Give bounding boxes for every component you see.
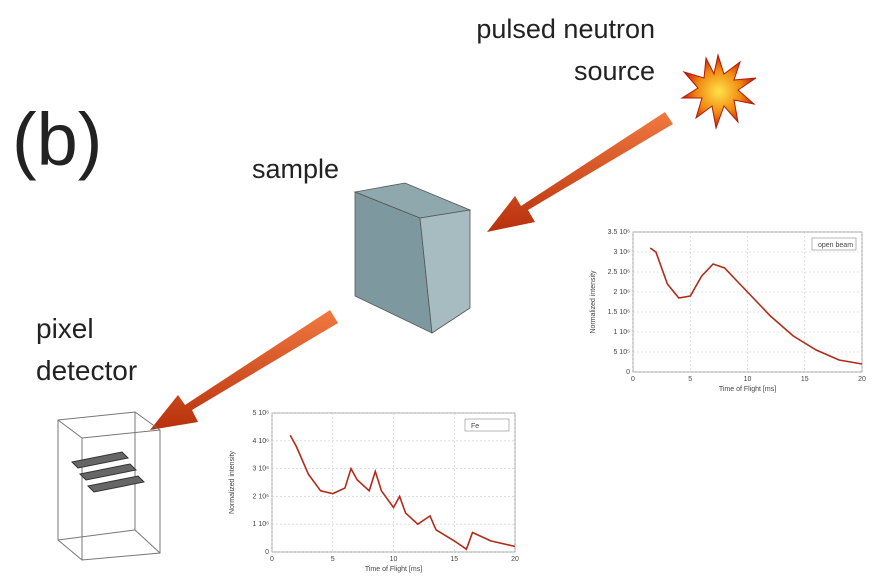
curve: [289, 434, 516, 551]
y-tick-label: 3 10⁶: [613, 249, 630, 256]
legend-box: [811, 237, 857, 251]
x-tick-label: 20: [858, 376, 866, 383]
y-tick-label: 1 10⁶: [252, 521, 269, 528]
source-label: pulsed neutron: [476, 14, 655, 44]
source-burst: [680, 53, 757, 130]
y-tick-label: 4 10⁶: [252, 438, 269, 445]
x-tick-label: 15: [450, 556, 458, 563]
y-tick-label: 3 10⁶: [252, 466, 269, 473]
x-tick-label: 10: [744, 376, 752, 383]
y-axis-title: Normalized intensity: [590, 270, 597, 334]
y-axis-title: Normalized intensity: [229, 450, 236, 514]
sample-cube: [353, 182, 472, 334]
x-tick-label: 0: [631, 376, 635, 383]
x-tick-label: 5: [331, 556, 335, 563]
y-tick-label: 0: [265, 549, 269, 556]
legend-label: Fe: [471, 423, 479, 430]
sample-label: sample: [252, 154, 339, 184]
x-tick-label: 10: [390, 556, 398, 563]
beam-arrow: [487, 112, 673, 232]
x-tick-label: 0: [270, 556, 274, 563]
y-tick-label: 2 10⁶: [613, 289, 630, 296]
pixel-detector: [57, 411, 161, 561]
y-tick-label: 2.5 10⁶: [608, 269, 630, 276]
y-tick-label: 5 10⁶: [252, 410, 269, 417]
y-tick-label: 3.5 10⁶: [608, 229, 630, 236]
x-axis-title: Time of Flight [ms]: [719, 386, 776, 393]
x-tick-label: 5: [688, 376, 692, 383]
y-tick-label: 1.5 10⁶: [608, 309, 630, 316]
x-axis-title: Time of Flight [ms]: [365, 566, 422, 573]
legend-label: open beam: [818, 242, 853, 249]
detected-arrow: [150, 310, 338, 430]
y-tick-label: 5 10⁵: [613, 349, 630, 356]
detector-label: pixel: [36, 313, 94, 344]
x-tick-label: 20: [511, 556, 519, 563]
y-tick-label: 0: [626, 369, 630, 376]
legend-box: [464, 418, 510, 432]
y-tick-label: 1 10⁶: [613, 329, 630, 336]
detector-label: detector: [36, 355, 137, 386]
x-tick-label: 15: [801, 376, 809, 383]
panel-label: (b): [12, 98, 102, 181]
source-label: source: [574, 56, 655, 86]
curve: [649, 247, 863, 365]
y-tick-label: 2 10⁶: [252, 493, 269, 500]
